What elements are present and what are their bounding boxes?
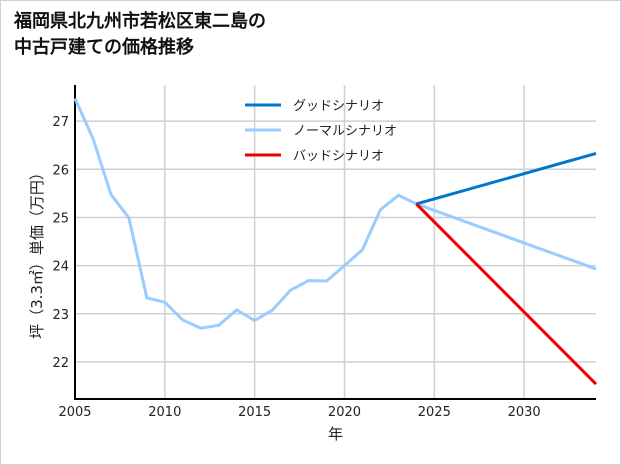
x-axis-label: 年: [328, 425, 343, 443]
y-tick-label: 27: [52, 115, 69, 130]
y-tick-label: 25: [52, 211, 69, 226]
legend-label: グッドシナリオ: [293, 99, 384, 114]
y-tick-label: 26: [52, 163, 69, 178]
x-tick-label: 2020: [328, 405, 361, 420]
legend-label: バッドシナリオ: [293, 149, 384, 164]
series-line-0: [415, 151, 597, 206]
x-tick-label: 2010: [148, 405, 181, 420]
x-tick-label: 2015: [238, 405, 271, 420]
y-tick-label: 22: [52, 356, 69, 371]
x-tick-label: 2005: [58, 405, 91, 420]
title-line-2: 中古戸建ての価格推移: [14, 37, 194, 58]
chart-title: 福岡県北九州市若松区東二島の 中古戸建ての価格推移: [14, 9, 266, 61]
x-tick-label: 2030: [508, 405, 541, 420]
x-tick-label: 2025: [418, 405, 451, 420]
title-line-1: 福岡県北九州市若松区東二島の: [14, 11, 266, 32]
y-tick-label: 24: [52, 260, 69, 275]
y-tick-label: 23: [52, 308, 69, 323]
y-axis-label: 坪（3.3㎡）単価（万円）: [28, 165, 46, 339]
legend-label: ノーマルシナリオ: [293, 124, 397, 139]
series-line-2: [415, 202, 598, 386]
